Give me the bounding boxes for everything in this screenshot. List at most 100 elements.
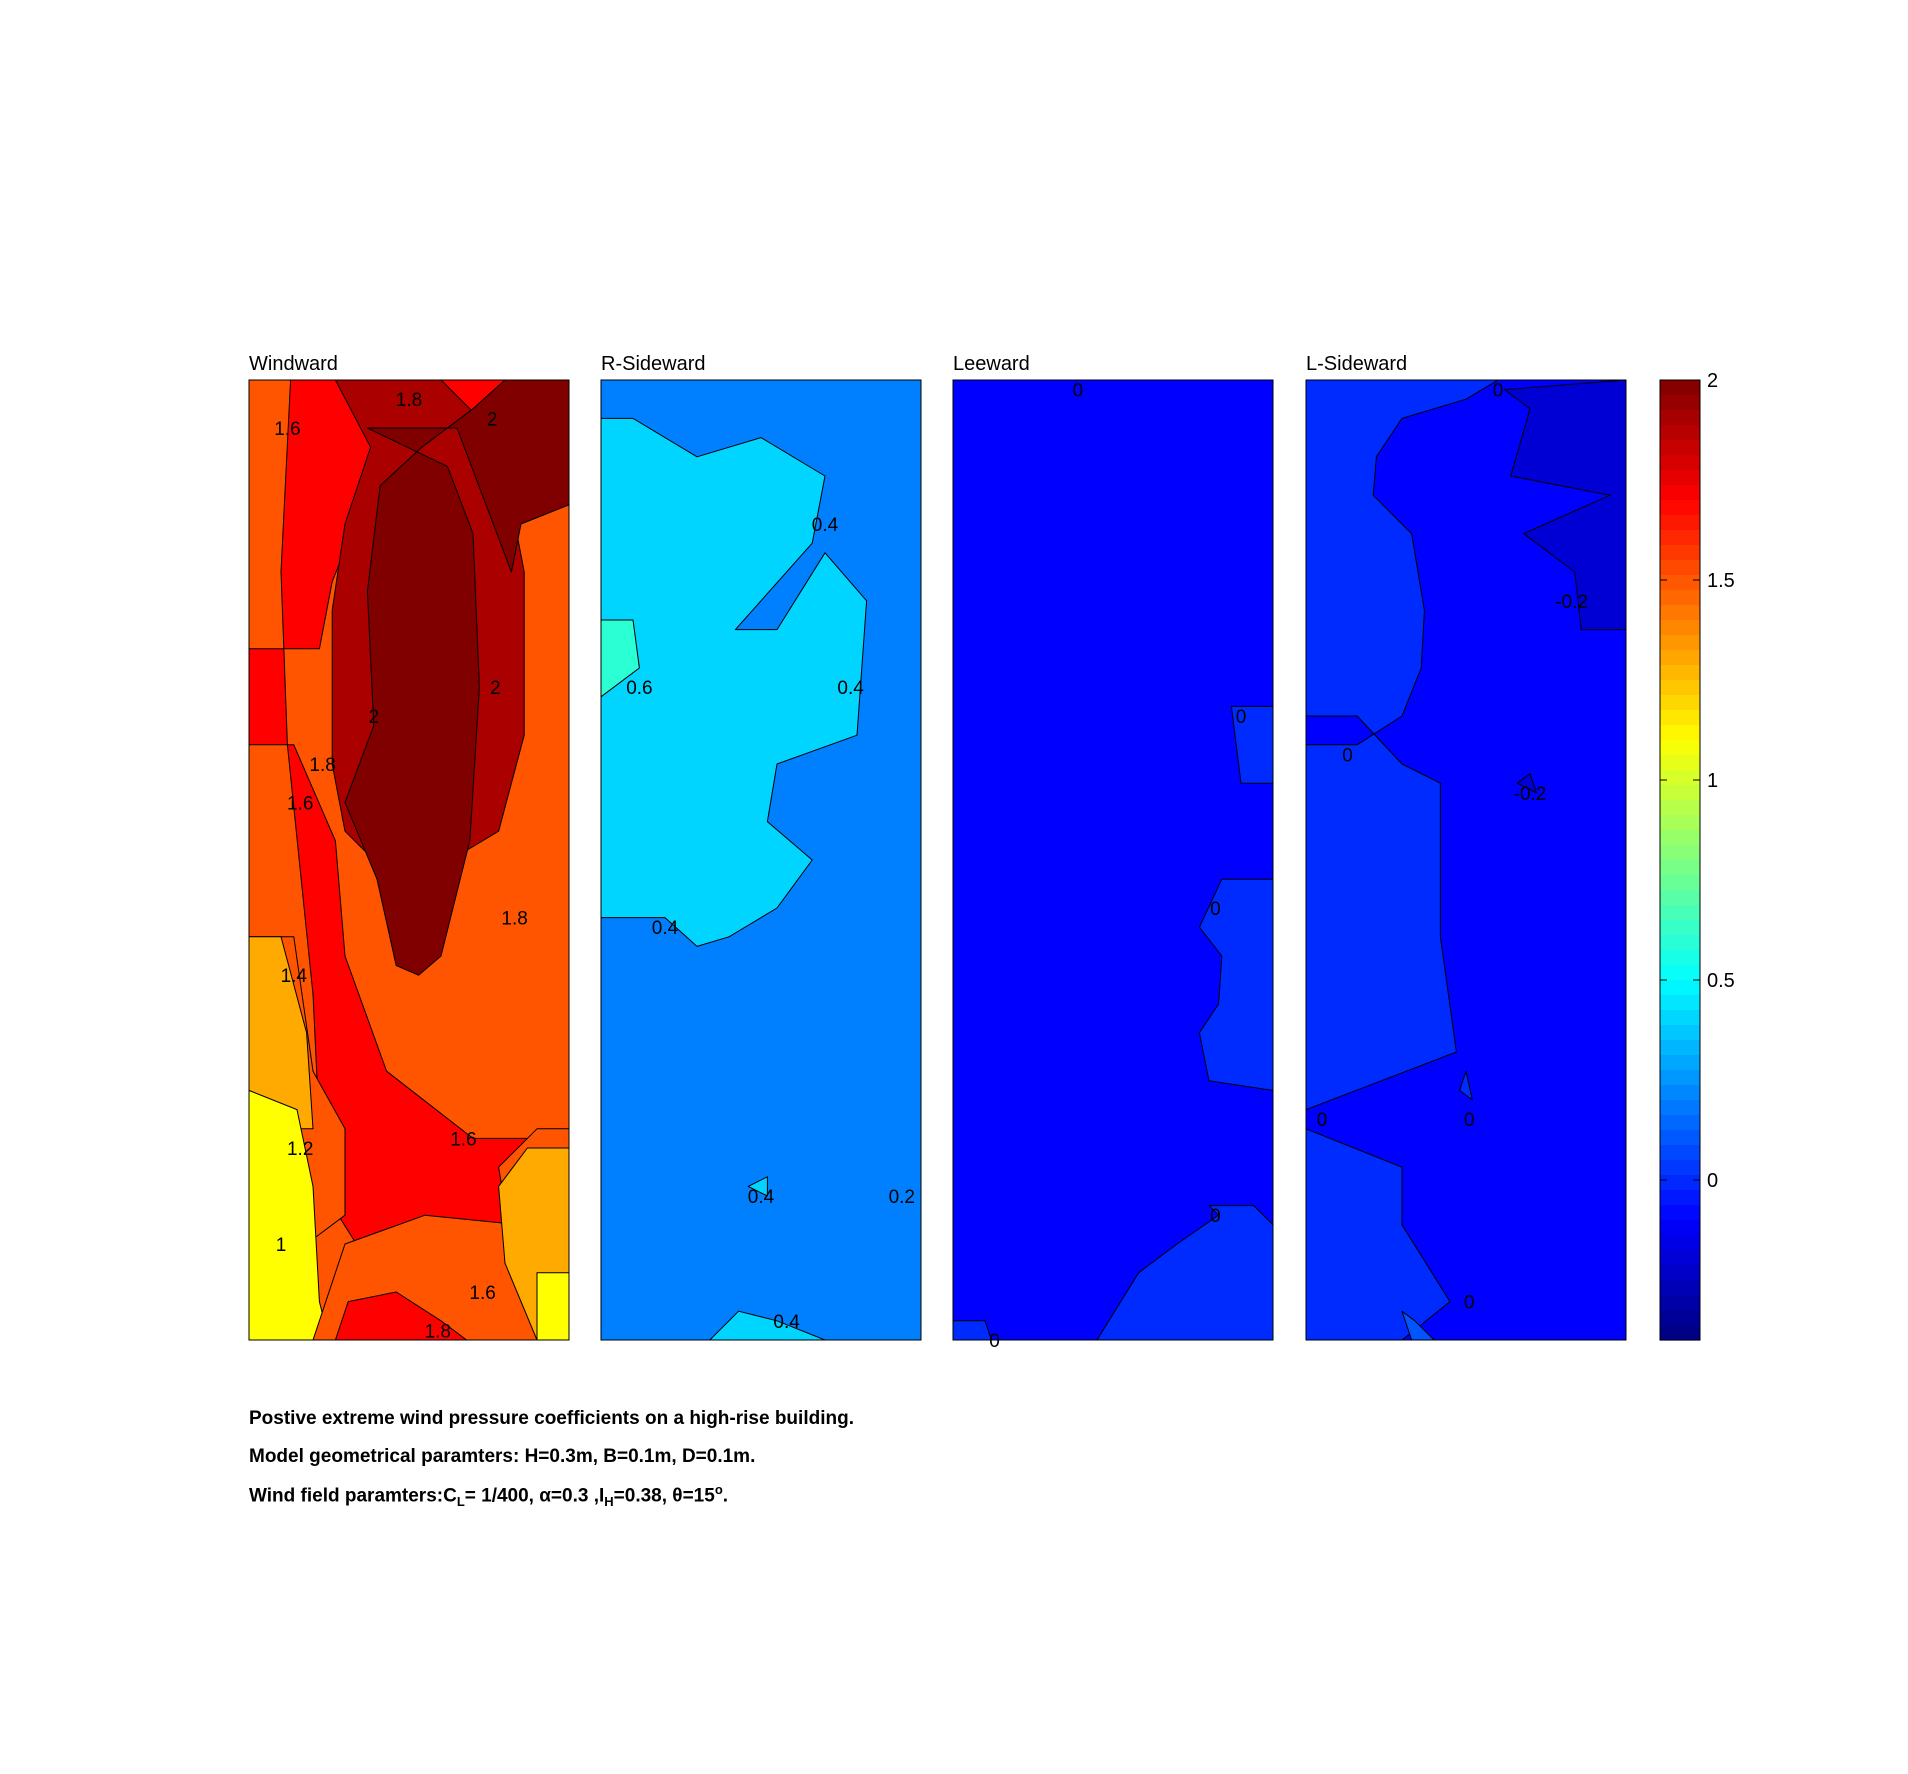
contour-label: 0.2 xyxy=(889,1187,915,1208)
caption-line-3: Wind field paramters:CL= 1/400, α=0.3 ,I… xyxy=(249,1482,728,1509)
contour-regions xyxy=(1306,380,1626,1340)
colorbar-swatch xyxy=(1660,1265,1700,1281)
colorbar-swatch xyxy=(1660,1190,1700,1206)
contour-label: 1.6 xyxy=(274,419,300,440)
caption-3-sub-h: H xyxy=(604,1494,614,1510)
colorbar-swatch xyxy=(1660,515,1700,531)
panel-leeward: Leeward 0 0 0 0 0 xyxy=(952,353,1274,1352)
panel-frame xyxy=(952,379,1274,1341)
panel-title-leeward: Leeward xyxy=(953,353,1030,375)
colorbar-swatch xyxy=(1660,545,1700,561)
colorbar-tick-label: 0 xyxy=(1707,1170,1718,1192)
contour-label: 2 xyxy=(487,409,498,430)
contour-region xyxy=(601,619,640,698)
contour-regions xyxy=(601,380,921,1340)
colorbar-swatch xyxy=(1660,1055,1700,1071)
colorbar-frame xyxy=(1659,379,1701,1341)
contour-regions xyxy=(953,380,1273,1340)
colorbar-swatch xyxy=(1660,995,1700,1011)
contour-region xyxy=(1198,878,1273,1091)
colorbar-swatch xyxy=(1660,590,1700,606)
panel-title-r-sideward: R-Sideward xyxy=(601,353,705,375)
colorbar-swatch xyxy=(1660,1025,1700,1041)
colorbar-swatch xyxy=(1660,1175,1700,1191)
colorbar-swatch xyxy=(1660,395,1700,411)
contour-label: -0.2 xyxy=(1514,784,1547,805)
colorbar-swatch xyxy=(1660,845,1700,861)
colorbar-tick-label: 1.5 xyxy=(1707,570,1735,592)
panel-title-l-sideward: L-Sideward xyxy=(1306,353,1407,375)
contour-label: 2 xyxy=(369,707,380,728)
contour-label: 0 xyxy=(989,1331,1000,1352)
colorbar-swatch xyxy=(1660,1205,1700,1221)
contour-region xyxy=(249,1089,330,1340)
contour-label: -0.2 xyxy=(1555,592,1588,613)
colorbar-swatch xyxy=(1660,680,1700,696)
contour-label: 1.6 xyxy=(469,1283,495,1304)
colorbar-swatch xyxy=(1660,470,1700,486)
contour-region xyxy=(747,1176,768,1197)
colorbar-swatch xyxy=(1660,1250,1700,1266)
contour-label: 2 xyxy=(490,678,501,699)
colorbar-swatch xyxy=(1660,1295,1700,1311)
colorbar-swatch xyxy=(1660,1115,1700,1131)
caption-3-sub-l: L xyxy=(456,1494,465,1510)
colorbar-tick-label: 0.5 xyxy=(1707,970,1735,992)
colorbar-swatch xyxy=(1660,575,1700,591)
contour-label: 1.8 xyxy=(501,909,527,930)
colorbar-swatch xyxy=(1660,1070,1700,1086)
colorbar-swatch xyxy=(1660,935,1700,951)
contour-label: 1.6 xyxy=(287,793,313,814)
colorbar-swatch xyxy=(1660,695,1700,711)
contour-region xyxy=(709,1310,826,1340)
contour-label: 1.8 xyxy=(396,390,422,411)
colorbar-swatch xyxy=(1660,1325,1700,1341)
contour-label: 0.6 xyxy=(626,678,652,699)
colorbar-swatch xyxy=(1660,875,1700,891)
contour-region xyxy=(1230,705,1273,784)
colorbar-swatch xyxy=(1660,485,1700,501)
contour-label: 0.4 xyxy=(748,1187,775,1208)
panel-l-sideward: L-Sideward 0 -0.2 0 -0.2 0 0 0 xyxy=(1305,353,1627,1341)
panel-frame xyxy=(248,379,570,1341)
colorbar-swatch xyxy=(1660,650,1700,666)
contour-region xyxy=(1516,773,1537,794)
contour-region xyxy=(536,1272,569,1340)
contour-label: 0 xyxy=(1493,381,1504,402)
contour-label: 0 xyxy=(1342,745,1353,766)
colorbar-swatch xyxy=(1660,1085,1700,1101)
colorbar-swatch xyxy=(1660,740,1700,756)
panel-windward: Windward 1.8 2 1.6 2 2 1.8 1.6 1.8 1.4 1.2 1.6 1 1.6 1… xyxy=(248,353,570,1342)
panel-r-sideward: R-Sideward 0.4 0.6 0.4 0.4 0.4 0.2 0.4 xyxy=(600,353,922,1341)
colorbar-swatch xyxy=(1660,1040,1700,1056)
colorbar-swatch xyxy=(1660,620,1700,636)
colorbar-swatch xyxy=(1660,380,1700,396)
colorbar-swatch xyxy=(1660,1235,1700,1251)
colorbar-tick-label: 1 xyxy=(1707,770,1718,792)
panel-title-windward: Windward xyxy=(249,353,338,375)
contour-label: 1.4 xyxy=(281,966,308,987)
contour-region xyxy=(334,1291,468,1340)
colorbar-swatch xyxy=(1660,950,1700,966)
colorbar-swatch xyxy=(1660,770,1700,786)
contour-label: 1.2 xyxy=(287,1139,313,1160)
colorbar-swatch xyxy=(1660,410,1700,426)
contour-label: 0 xyxy=(1210,899,1221,920)
colorbar-swatch xyxy=(1660,635,1700,651)
contour-label: 0 xyxy=(1317,1110,1328,1131)
colorbar-swatch xyxy=(1660,605,1700,621)
contour-region xyxy=(1401,1310,1435,1340)
caption-line-1: Postive extreme wind pressure coefficien… xyxy=(249,1408,854,1429)
colorbar-swatch xyxy=(1660,1100,1700,1116)
caption-line-2: Model geometrical paramters: H=0.3m, B=0… xyxy=(249,1446,756,1467)
colorbar-swatch xyxy=(1660,890,1700,906)
colorbar-swatch xyxy=(1660,1130,1700,1146)
colorbar-swatch xyxy=(1660,530,1700,546)
caption-3-end: . xyxy=(722,1485,729,1507)
panel-frame xyxy=(600,379,922,1341)
colorbar-swatch xyxy=(1660,440,1700,456)
contour-region xyxy=(344,380,569,976)
colorbar-swatch xyxy=(1660,500,1700,516)
caption-3-prefix: Wind field paramters:C xyxy=(249,1485,457,1507)
